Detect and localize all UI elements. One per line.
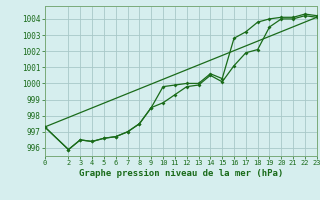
X-axis label: Graphe pression niveau de la mer (hPa): Graphe pression niveau de la mer (hPa) [79,169,283,178]
